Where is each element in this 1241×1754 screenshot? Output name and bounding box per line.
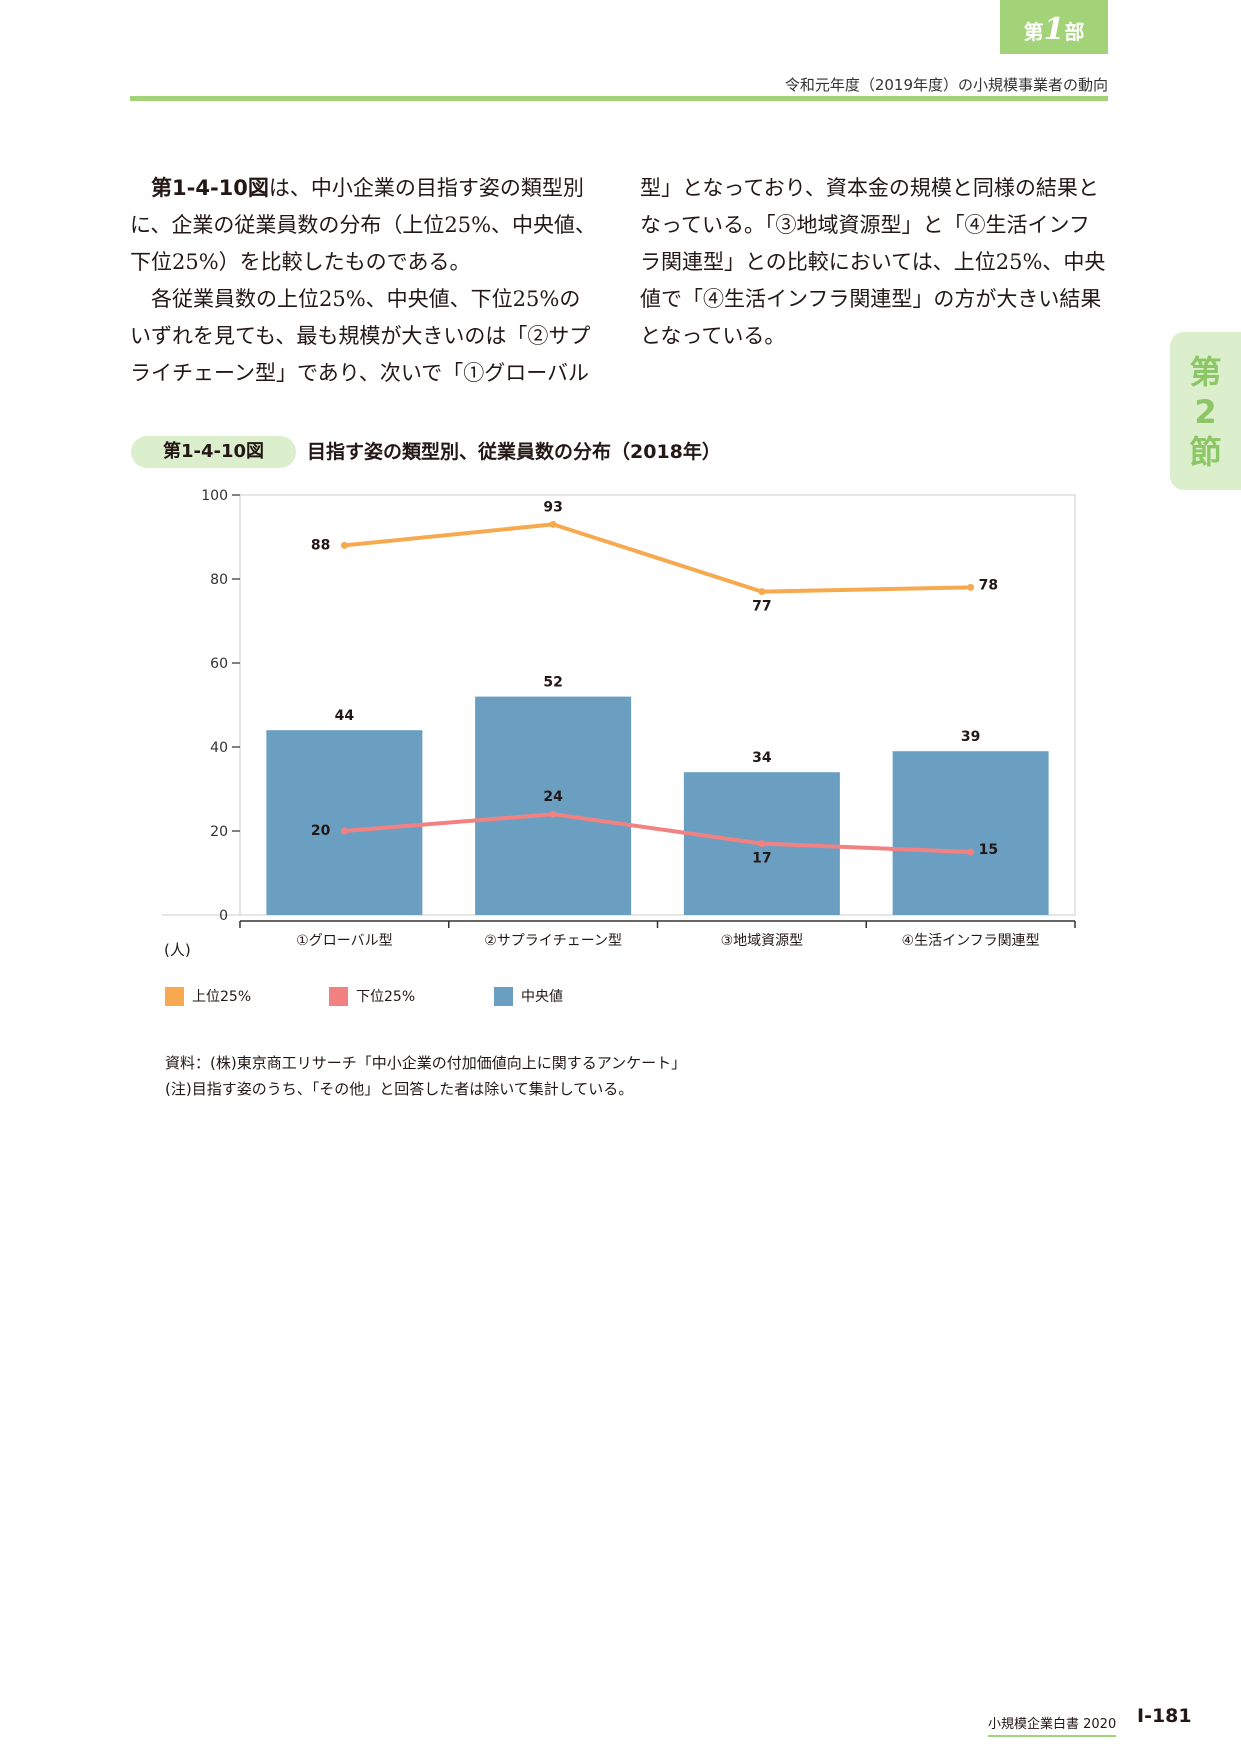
legend-label-upper: 上位25%	[192, 989, 252, 1005]
point-lower-quartile	[758, 840, 766, 848]
line-data-label: 93	[543, 499, 562, 515]
section-tab-char-1: 第	[1189, 353, 1222, 391]
part-number: 1	[1043, 12, 1065, 47]
point-upper-quartile	[549, 520, 557, 528]
part-tab: 第1部	[1000, 0, 1108, 54]
footnote: (注)目指す姿のうち、「その他」と回答した者は除いて集計している。	[165, 1080, 634, 1098]
legend-swatch-lower	[329, 986, 348, 1006]
body-paragraph: 各従業員数の上位25%、中央値、下位25%のいずれを見ても、最も規模が大きいのは…	[130, 287, 591, 385]
y-tick-label: 60	[210, 656, 228, 672]
line-data-label: 15	[979, 842, 998, 858]
bar-data-label: 34	[752, 750, 772, 766]
line-data-label: 17	[752, 851, 771, 867]
line-data-label: 88	[311, 537, 330, 553]
y-tick-label: 100	[201, 488, 228, 504]
line-data-label: 77	[752, 599, 771, 615]
x-tick-label: ①グローバル型	[296, 933, 392, 949]
legend-label-median: 中央値	[521, 989, 563, 1005]
part-prefix: 第	[1023, 20, 1044, 44]
employee-distribution-chart: 0 20 40 60 80 100 ①グローバル型 ②サプライチェーン型 ③地域資源型 ④生活イン…	[162, 488, 1076, 959]
y-tick-label: 80	[210, 572, 228, 588]
figure-notes: 資料：(株)東京商工リサーチ「中小企業の付加価値向上に関するアンケート」 (注)…	[165, 1050, 686, 1102]
body-paragraph: 型」となっており、資本金の規模と同様の結果となっている。「③地域資源型」と「④生…	[640, 176, 1106, 348]
figure-badge: 第1-4-10図	[131, 436, 296, 468]
bar-median	[475, 696, 632, 915]
page-number: Ⅰ-181	[1137, 1705, 1192, 1727]
section-tab-char-3: 節	[1189, 433, 1222, 471]
legend-swatch-median	[494, 986, 513, 1006]
book-title: 小規模企業白書 2020	[988, 1713, 1117, 1737]
figure-title: 目指す姿の類型別、従業員数の分布（2018年）	[307, 441, 721, 463]
body-column-left: 第1-4-10図は、中小企業の目指す姿の類型別に、企業の従業員数の分布（上位25…	[130, 170, 600, 392]
point-lower-quartile	[549, 810, 557, 818]
legend-label-lower: 下位25%	[356, 989, 416, 1005]
figure-reference: 第1-4-10図	[151, 176, 269, 200]
body-paragraph: 第1-4-10図は、中小企業の目指す姿の類型別に、企業の従業員数の分布（上位25…	[130, 170, 600, 281]
part-suffix: 部	[1064, 20, 1085, 44]
bar-data-label: 44	[335, 708, 355, 724]
body-text: は、中小企業の目指す姿の類型別に、企業の従業員数の分布（上位25%、中央値、下位…	[130, 176, 597, 274]
point-lower-quartile	[967, 848, 975, 856]
line-data-label: 78	[979, 577, 998, 593]
body-column-right: 型」となっており、資本金の規模と同様の結果となっている。「③地域資源型」と「④生…	[640, 170, 1110, 355]
bar-median	[266, 730, 423, 915]
line-data-label: 20	[311, 823, 331, 839]
legend-item-upper: 上位25%	[165, 986, 251, 1006]
bar-median	[892, 751, 1049, 915]
point-upper-quartile	[340, 541, 348, 549]
x-tick-label: ②サプライチェーン型	[484, 933, 622, 949]
legend-swatch-upper	[165, 986, 184, 1006]
y-tick-label: 20	[210, 824, 228, 840]
section-tab: 第 2 節	[1170, 332, 1241, 490]
source-note: 資料：(株)東京商工リサーチ「中小企業の付加価値向上に関するアンケート」	[165, 1054, 687, 1072]
point-lower-quartile	[340, 827, 348, 835]
plot-frame	[239, 494, 1076, 916]
y-tick-label: 40	[210, 740, 228, 756]
line-upper-quartile	[344, 522, 971, 594]
running-title: 令和元年度（2019年度）の小規模事業者の動向	[784, 76, 1108, 94]
point-upper-quartile	[758, 588, 766, 596]
x-tick-label: ③地域資源型	[721, 933, 804, 949]
x-tick-label: ④生活インフラ関連型	[902, 933, 1040, 949]
line-data-label: 24	[543, 789, 563, 805]
legend-item-median: 中央値	[494, 986, 563, 1006]
line-lower-quartile	[344, 812, 971, 854]
legend-item-lower: 下位25%	[329, 986, 415, 1006]
unit-label: (人)	[164, 941, 191, 959]
bar-data-label: 39	[961, 729, 980, 745]
point-upper-quartile	[967, 583, 975, 591]
bar-data-label: 52	[543, 675, 562, 691]
section-tab-char-2: 2	[1194, 393, 1217, 431]
header-rule	[130, 96, 1108, 101]
y-tick-label: 0	[219, 908, 228, 924]
